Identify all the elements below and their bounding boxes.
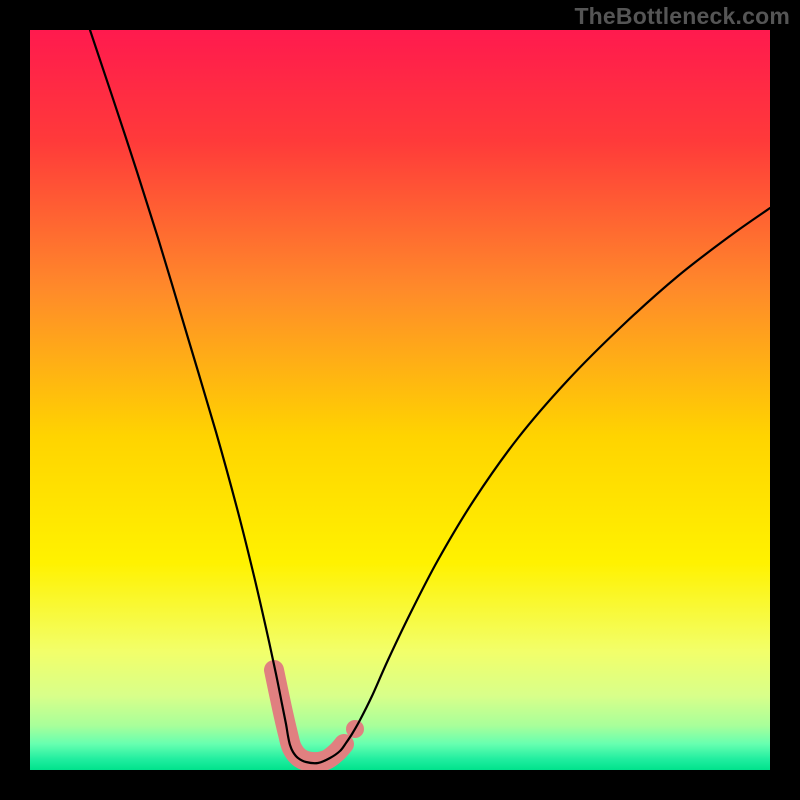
chart-container: { "image_size": { "w": 800, "h": 800 }, … [0,0,800,800]
gradient-background [30,30,770,770]
watermark: TheBottleneck.com [574,3,790,30]
bottleneck-plot [30,30,770,770]
